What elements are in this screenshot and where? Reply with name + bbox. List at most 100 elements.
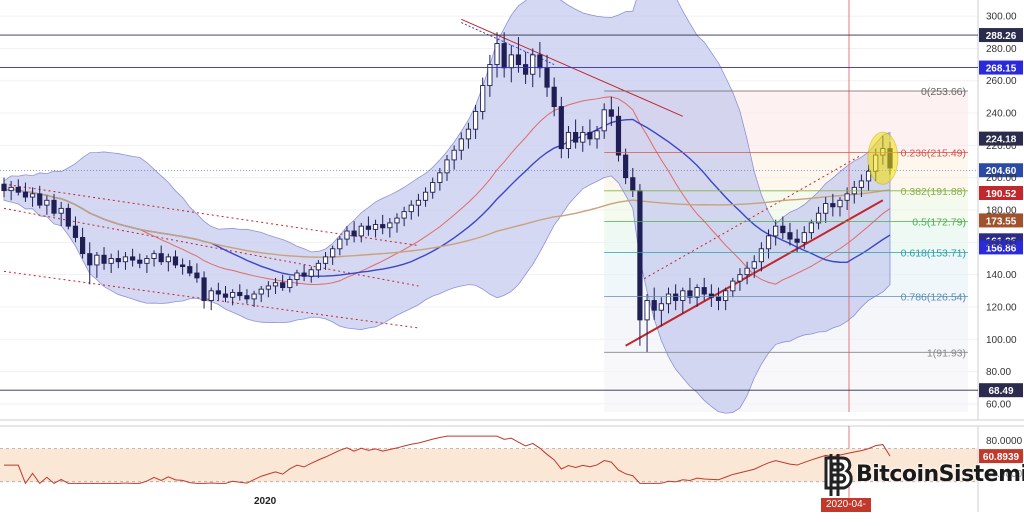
ma-tan-line <box>3 188 891 258</box>
candle-body <box>187 266 193 274</box>
candle-body <box>29 193 36 198</box>
candle-body <box>858 180 865 188</box>
fib-zone-below <box>604 352 968 412</box>
candle-body <box>637 190 643 321</box>
candle-body <box>165 256 171 263</box>
fib-label: 0.236(215.49) <box>901 148 966 160</box>
candle-body <box>765 235 772 250</box>
price-tag <box>979 28 1023 43</box>
price-tag <box>979 131 1023 146</box>
y-tick-label: 220.00 <box>986 141 1017 152</box>
fib-label: 0.618(153.71) <box>901 247 966 259</box>
y-tick-label: 280.00 <box>986 44 1017 55</box>
candle-body <box>294 272 300 280</box>
fib-label: 0.382(191.88) <box>901 186 966 198</box>
candle-body <box>673 293 679 301</box>
candle-body <box>87 253 93 266</box>
watermark-text: BitcoinSistemi <box>856 461 1024 487</box>
candle-body <box>758 248 764 263</box>
candle-body <box>301 272 307 277</box>
candle-body <box>451 149 457 161</box>
candle-body <box>330 248 336 258</box>
candle-body <box>422 191 429 201</box>
candle-body <box>151 253 157 259</box>
candle-body <box>472 110 479 130</box>
candle-body <box>487 64 493 87</box>
candle-body <box>201 277 207 301</box>
candle-body <box>108 258 114 264</box>
candle-body <box>365 225 371 230</box>
price-tag <box>979 163 1023 178</box>
candle-body <box>544 67 550 88</box>
candle-body <box>537 54 543 69</box>
highlight-marker <box>867 131 899 185</box>
candle-body <box>715 296 722 301</box>
candle-body <box>180 264 186 268</box>
candle-body <box>322 256 329 264</box>
candle-body <box>358 225 364 237</box>
candle-body <box>494 43 500 66</box>
candle-body <box>394 217 400 224</box>
candle-body <box>865 170 872 182</box>
candle-body <box>194 272 200 279</box>
price-tag-label: 204.60 <box>986 166 1017 177</box>
candle-body <box>444 159 450 174</box>
price-tag-label: 224.18 <box>986 135 1017 146</box>
candle-body <box>708 293 714 298</box>
candle-body <box>72 225 79 238</box>
candle-body <box>658 303 664 311</box>
candle-body <box>230 291 236 298</box>
candle-body <box>665 293 672 305</box>
price-tag <box>979 60 1023 75</box>
price-tag-label: 173.55 <box>986 216 1017 227</box>
candle-body <box>380 224 386 229</box>
price-chart: 0(253.66) 0.236(215.49) 0.382(191.88) 0.5(1… <box>0 0 1024 512</box>
candle-body <box>694 287 700 298</box>
y-tick-label: 100.00 <box>986 335 1017 346</box>
candle-body <box>623 154 629 179</box>
candle-body <box>523 64 529 75</box>
candle-body <box>737 274 743 282</box>
fib-label: 0.5(172.79) <box>912 217 966 229</box>
price-tag <box>979 213 1023 228</box>
candle-body <box>287 279 293 289</box>
candle-body <box>344 230 350 240</box>
chart-stage: 0(253.66) 0.236(215.49) 0.382(191.88) 0.5(1… <box>0 0 1024 512</box>
price-tag <box>979 185 1023 200</box>
candle-body <box>608 109 614 117</box>
candle-body <box>265 285 271 290</box>
candle-body <box>408 204 414 213</box>
candle-body <box>744 267 750 276</box>
candle-body <box>773 225 779 237</box>
x-axis-label-2020: 2020 <box>254 496 277 507</box>
candle-body <box>787 232 793 240</box>
candle-body <box>144 258 150 264</box>
candle-body <box>22 191 29 198</box>
candle-body <box>615 115 622 156</box>
candle-body <box>308 269 314 277</box>
price-tag-label: 156.86 <box>986 243 1017 254</box>
candle-body <box>594 130 600 140</box>
y-tick-label: 80.00 <box>986 367 1011 378</box>
y-tick-label: 260.00 <box>986 76 1017 87</box>
price-tag-label: 288.26 <box>986 31 1017 42</box>
candle-body <box>258 288 264 295</box>
candle-body <box>130 256 136 261</box>
candle-body <box>8 186 14 192</box>
price-tag <box>979 383 1023 398</box>
candle-body <box>587 131 593 140</box>
rsi-value-tag <box>979 449 1023 464</box>
candle-body <box>122 256 129 263</box>
candle-body <box>208 290 214 301</box>
candle-body <box>723 290 729 301</box>
candle-body <box>237 291 243 297</box>
rsi-tick-label: 80.0000 <box>986 436 1023 447</box>
y-tick-label: 300.00 <box>986 12 1017 23</box>
y-tick-label: 60.00 <box>986 399 1011 410</box>
candle-body <box>573 131 579 143</box>
candle-body <box>101 254 107 264</box>
candle-body <box>730 280 736 292</box>
candle-body <box>280 282 286 289</box>
channel-mid-dotted <box>3 207 419 287</box>
candle-body <box>44 199 50 206</box>
